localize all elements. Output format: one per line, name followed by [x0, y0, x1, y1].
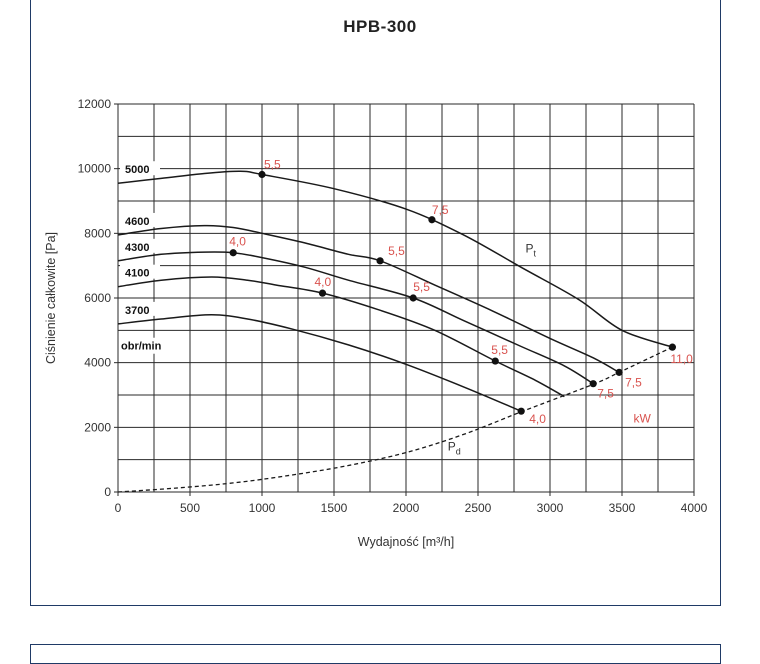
fan-curve-4300 [117, 251, 594, 385]
y-tick-label: 4000 [84, 356, 111, 370]
pd-label: Pd [448, 440, 461, 457]
chart-svg: 0 500 1000 1500 2000 2500 3000 3500 4000 0 2000 400… [44, 97, 708, 549]
y-tick-label: 8000 [84, 226, 111, 240]
y-axis-label: Ciśnienie całkowite [Pa] [44, 232, 58, 364]
pt-label-sub: t [534, 249, 537, 259]
x-tick-label: 500 [180, 501, 200, 515]
rpm-label-4300: 4300 [125, 242, 149, 254]
kw-point-marker [491, 357, 499, 365]
rpm-label-4600: 4600 [125, 216, 149, 228]
kw-point-marker [517, 407, 525, 415]
pd-label-sub: d [456, 447, 461, 457]
curves [117, 170, 673, 493]
fan-curve-4600 [117, 224, 620, 374]
fan-curve-5000 [117, 170, 673, 348]
markers [229, 170, 677, 415]
rpm-unit-label: obr/min [121, 341, 162, 353]
pt-label: Pt [526, 242, 537, 259]
rpm-label-3700: 3700 [125, 305, 149, 317]
kw-point-marker [258, 170, 266, 179]
y-tick-label: 2000 [84, 420, 111, 434]
fan-curve-3700 [117, 314, 522, 412]
y-tick-label: 0 [104, 485, 111, 499]
rpm-label-bg [120, 238, 160, 253]
chart-frame [30, 0, 721, 606]
kw-point-label: 7,5 [432, 203, 449, 217]
x-tick-label: 2500 [465, 501, 492, 515]
rpm-label-4100: 4100 [125, 268, 149, 280]
kw-point-label: 4,0 [529, 412, 546, 426]
x-tick-label: 1500 [321, 501, 348, 515]
x-tick-label: 4000 [681, 501, 708, 515]
grid [114, 103, 695, 496]
rpm-label-5000: 5000 [125, 164, 149, 176]
rpm-label-bg [120, 301, 160, 316]
kw-point-marker [668, 343, 677, 351]
kw-point-label: 4,0 [229, 235, 246, 249]
y-tick-label: 12000 [78, 97, 112, 111]
y-tick-label: 10000 [78, 162, 112, 176]
kw-point-marker [318, 289, 327, 297]
kw-point-label: 5,5 [264, 157, 281, 171]
x-tick-label: 3500 [609, 501, 636, 515]
kw-point-marker [615, 368, 623, 376]
kw-point-marker [229, 249, 237, 257]
rpm-label-bg [120, 212, 160, 227]
kw-point-label: 11,0 [670, 352, 693, 366]
kw-point-label: 5,5 [413, 280, 430, 294]
x-tick-label: 3000 [537, 501, 564, 515]
chart-title: HPB-300 [343, 17, 417, 36]
kw-point-marker [589, 380, 597, 388]
labels: 0 500 1000 1500 2000 2500 3000 3500 4000 0 2000 400… [78, 97, 708, 515]
kw-point-label: 7,5 [597, 387, 614, 401]
kw-point-label: 5,5 [388, 244, 405, 258]
fan-curve-4100 [117, 276, 565, 398]
pd-curve [117, 346, 673, 493]
rpm-label-bg [120, 161, 160, 176]
kw-point-label: 7,5 [625, 375, 642, 389]
x-tick-label: 0 [115, 501, 122, 515]
kw-unit-label: kW [634, 411, 652, 425]
y-tick-label: 6000 [84, 291, 111, 305]
kw-point-marker [428, 216, 436, 224]
kw-point-label: 5,5 [491, 343, 508, 357]
x-tick-label: 2000 [393, 501, 420, 515]
x-axis-label: Wydajność [m³/h] [358, 535, 454, 549]
kw-point-marker [376, 257, 384, 265]
x-tick-label: 1000 [249, 501, 276, 515]
kw-point-label: 4,0 [314, 275, 331, 289]
rpm-label-bg [120, 264, 160, 279]
rpm-unit-bg [120, 337, 174, 354]
kw-point-marker [409, 294, 417, 302]
